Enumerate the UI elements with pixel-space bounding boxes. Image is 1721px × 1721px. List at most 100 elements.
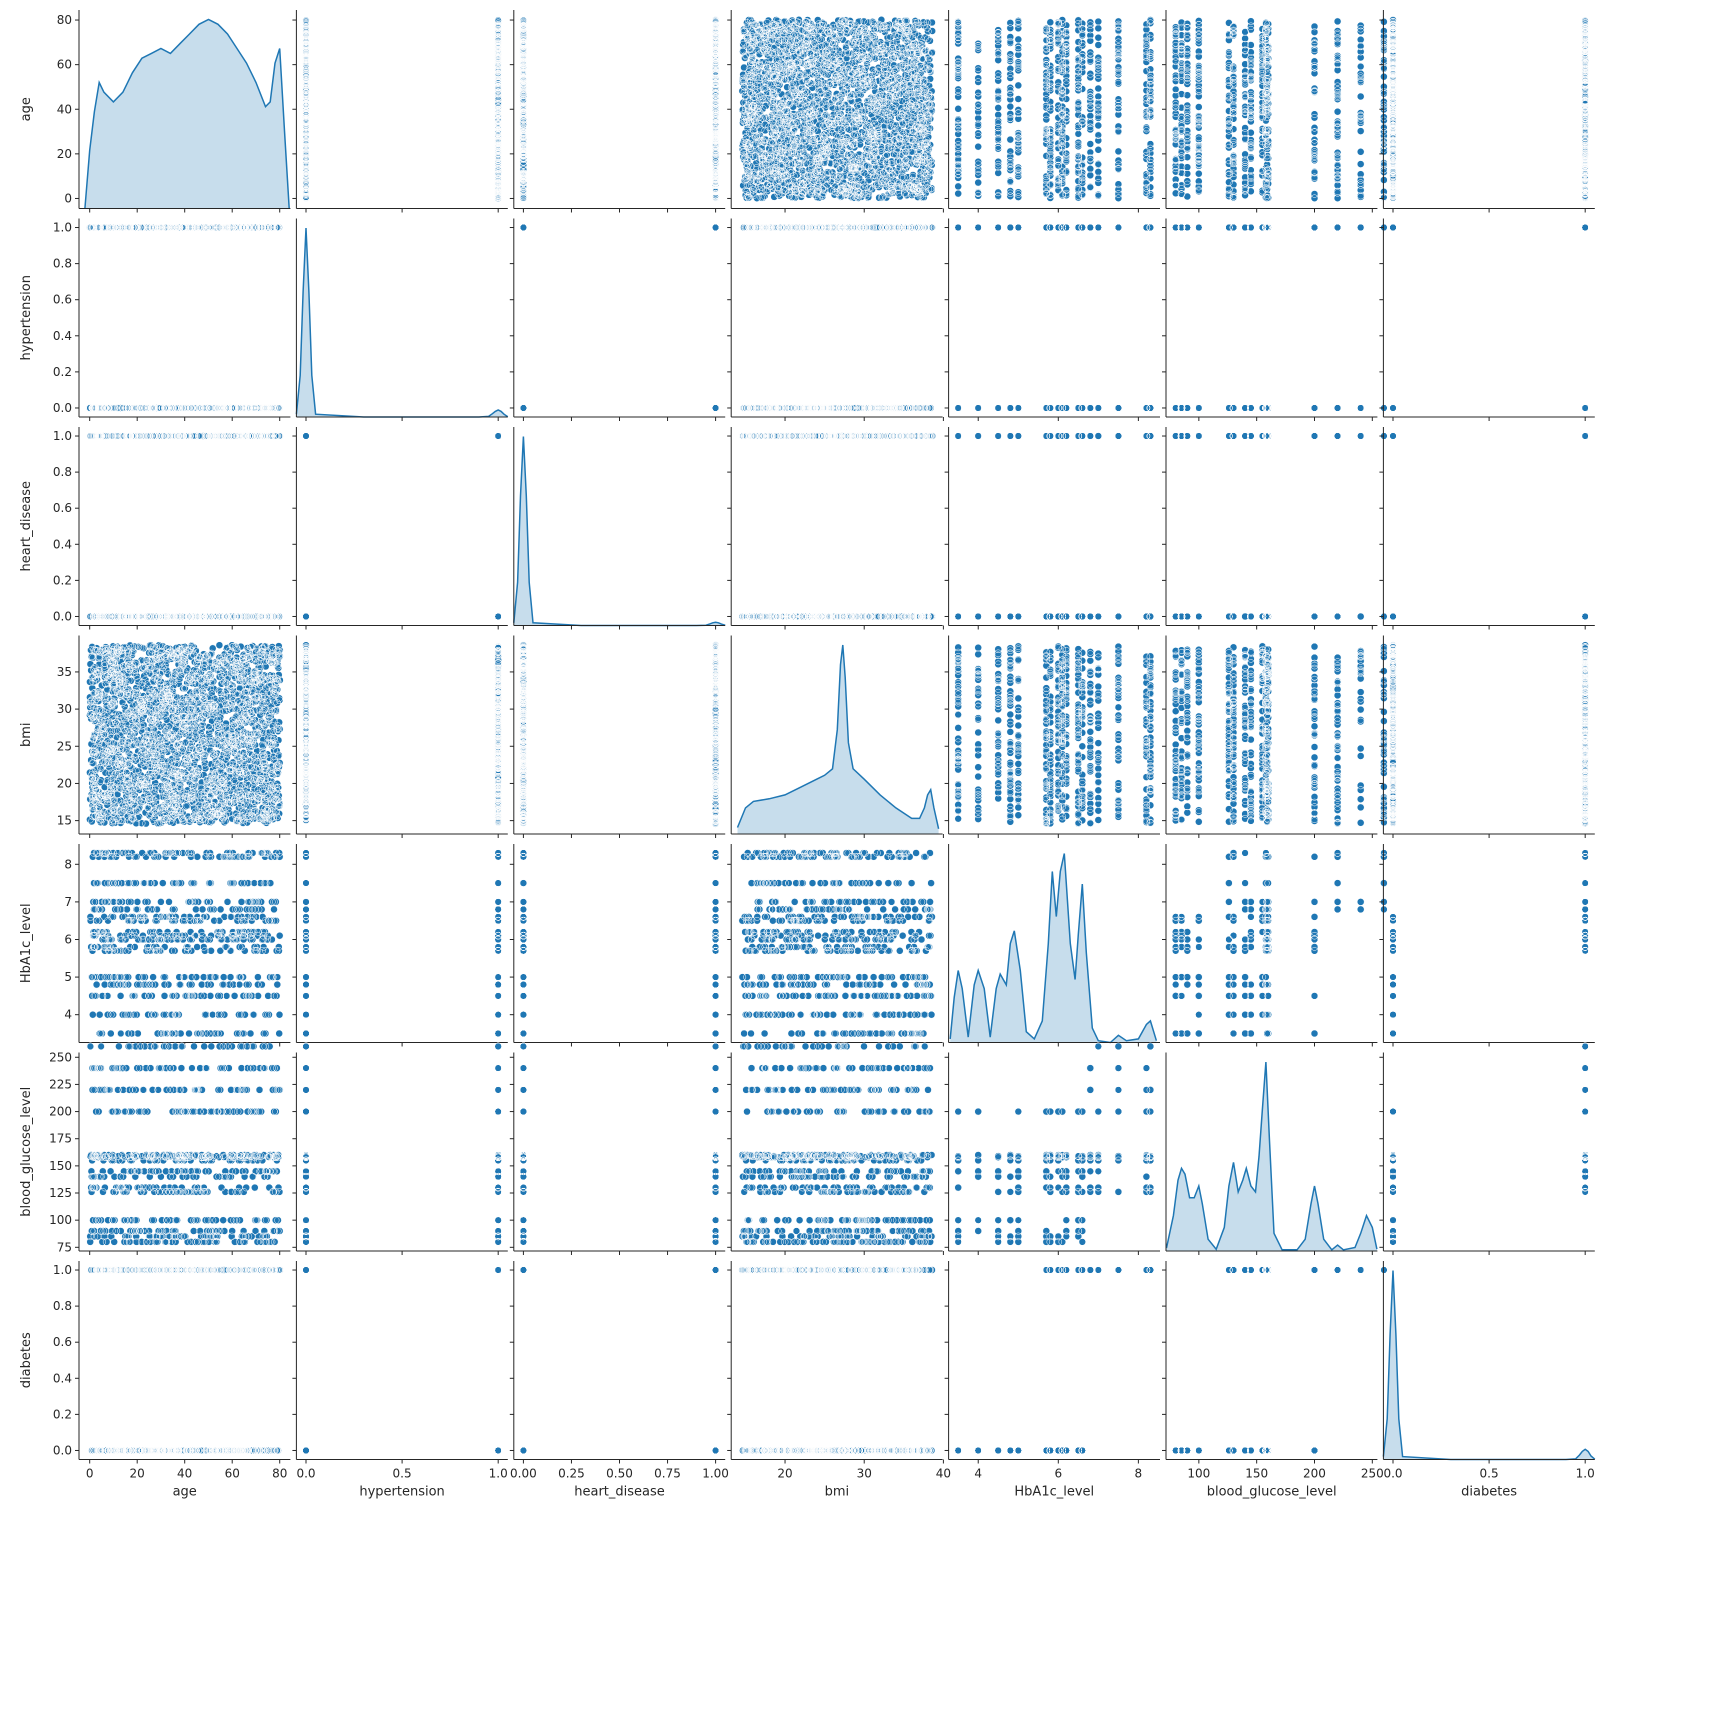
y-tick-label: 20: [57, 776, 72, 790]
kde-line-heart-disease: [514, 437, 725, 626]
y-tick-label: 0.8: [53, 465, 72, 479]
panel-heart-disease-vs-diabetes: [1379, 427, 1594, 630]
panel-blood-glucose-level-vs-bmi: [727, 1043, 943, 1255]
scatter-points-diabetes-vs-blood-glucose-level: [1172, 1267, 1387, 1455]
panel-hypertension-vs-bmi: [727, 219, 943, 422]
kde-fill-heart-disease: [514, 437, 725, 626]
x-tick-label: 30: [857, 1467, 872, 1481]
x-tick-label: 0.5: [1480, 1467, 1499, 1481]
panel-hypertension-vs-heart-disease: [510, 219, 725, 422]
panel-hba1c-level-vs-hypertension: [292, 844, 507, 1047]
scatter-points-hypertension-vs-blood-glucose-level: [1172, 224, 1387, 412]
scatter-points-bmi-vs-blood-glucose-level: [1172, 643, 1387, 827]
panel-heart-disease-vs-hypertension: [292, 427, 507, 630]
panel-diabetes-vs-diabetes: 0.0 0.5 1.0 diabetes: [1383, 1261, 1594, 1500]
scatter-points-diabetes-vs-heart-disease: [520, 1267, 719, 1455]
y-tick-label: 0.6: [53, 293, 72, 307]
panel-bmi-vs-diabetes: [1379, 636, 1594, 839]
panel-blood-glucose-level-vs-hypertension: [292, 1043, 507, 1255]
y-tick-label: 250: [49, 1050, 72, 1064]
x-axis-label-bmi: bmi: [825, 1485, 850, 1500]
x-axis-label-diabetes: diabetes: [1461, 1485, 1517, 1500]
y-tick-label: 6: [64, 932, 72, 946]
y-tick-label: 0.4: [53, 1371, 72, 1385]
panel-blood-glucose-level-vs-age: 75100125150175200225250blood_glucose_lev…: [19, 1043, 290, 1255]
scatter-points-heart-disease-vs-hypertension: [303, 433, 502, 621]
y-tick-label: 0.0: [53, 1443, 72, 1457]
y-axis-label-hba1c-level: HbA1c_level: [19, 903, 34, 983]
x-tick-label: 40: [177, 1467, 192, 1481]
panel-bmi-vs-blood-glucose-level: [1162, 636, 1387, 839]
y-tick-label: 25: [57, 739, 72, 753]
scatter-points-age-vs-blood-glucose-level: [1172, 17, 1387, 201]
panel-hypertension-vs-hba1c-level: [945, 219, 1160, 422]
x-tick-label: 0.00: [510, 1467, 537, 1481]
scatter-points-bmi-vs-age: [86, 642, 283, 827]
scatter-points-bmi-vs-diabetes: [1390, 642, 1589, 827]
x-axis-label-age: age: [173, 1485, 197, 1500]
y-tick-label: 0.6: [53, 501, 72, 515]
y-tick-label: 0.2: [53, 573, 72, 587]
x-tick-label: 250: [1361, 1467, 1384, 1481]
y-tick-label: 0.8: [53, 257, 72, 271]
y-tick-label: 4: [64, 1008, 72, 1022]
y-tick-label: 0.8: [53, 1299, 72, 1313]
scatter-points-diabetes-vs-bmi: [739, 1266, 936, 1454]
scatter-points-hypertension-vs-bmi: [740, 224, 936, 412]
y-tick-label: 30: [57, 702, 72, 716]
x-tick-label: 200: [1303, 1467, 1326, 1481]
y-tick-label: 0: [64, 191, 72, 205]
scatter-points-hba1c-level-vs-blood-glucose-level: [1172, 850, 1387, 1038]
scatter-points-hypertension-vs-hba1c-level: [955, 224, 1154, 412]
scatter-points-hba1c-level-vs-heart-disease: [520, 850, 719, 1038]
y-axis-label-heart-disease: heart_disease: [19, 481, 34, 572]
scatter-points-diabetes-vs-hba1c-level: [955, 1267, 1154, 1455]
scatter-points-hypertension-vs-age: [86, 224, 282, 412]
y-tick-label: 5: [64, 970, 72, 984]
y-axis-label-bmi: bmi: [19, 722, 34, 747]
panel-blood-glucose-level-vs-blood-glucose-level: [1166, 1053, 1377, 1256]
kde-fill-age: [85, 20, 289, 209]
y-tick-label: 100: [49, 1213, 72, 1227]
scatter-points-blood-glucose-level-vs-diabetes: [1390, 1043, 1589, 1246]
x-tick-label: 80: [272, 1467, 287, 1481]
y-tick-label: 80: [57, 13, 72, 27]
panel-bmi-vs-hba1c-level: [945, 636, 1160, 839]
scatter-points-age-vs-bmi: [739, 16, 936, 201]
kde-fill-blood-glucose-level: [1167, 1062, 1377, 1251]
x-tick-label: 4: [974, 1467, 982, 1481]
panel-age-vs-hypertension: [292, 10, 507, 213]
panel-bmi-vs-hypertension: [292, 636, 507, 839]
y-tick-label: 0.4: [53, 537, 72, 551]
panel-hypertension-vs-diabetes: [1379, 219, 1594, 422]
y-tick-label: 1.0: [53, 1263, 72, 1277]
x-tick-label: 1.0: [1576, 1467, 1595, 1481]
x-axis-label-blood-glucose-level: blood_glucose_level: [1207, 1485, 1337, 1500]
panel-hba1c-level-vs-hba1c-level: [949, 844, 1160, 1047]
x-tick-label: 0.0: [1383, 1467, 1402, 1481]
panel-blood-glucose-level-vs-heart-disease: [510, 1043, 725, 1255]
panel-heart-disease-vs-blood-glucose-level: [1162, 427, 1387, 630]
scatter-points-hypertension-vs-diabetes: [1390, 224, 1589, 412]
y-axis-label-hypertension: hypertension: [19, 275, 34, 360]
y-axis-label-diabetes: diabetes: [19, 1332, 34, 1388]
scatter-points-bmi-vs-heart-disease: [520, 642, 719, 827]
y-tick-label: 200: [49, 1105, 72, 1119]
panel-bmi-vs-bmi: [731, 636, 943, 839]
scatter-points-age-vs-hba1c-level: [955, 17, 1154, 202]
scatter-points-hba1c-level-vs-hypertension: [303, 850, 502, 1038]
panel-blood-glucose-level-vs-diabetes: [1379, 1043, 1594, 1255]
panel-heart-disease-vs-heart-disease: [514, 427, 725, 630]
x-tick-label: 100: [1187, 1467, 1210, 1481]
x-tick-label: 1.0: [489, 1467, 508, 1481]
panel-age-vs-bmi: [727, 10, 943, 213]
scatter-points-blood-glucose-level-vs-bmi: [739, 1043, 936, 1246]
